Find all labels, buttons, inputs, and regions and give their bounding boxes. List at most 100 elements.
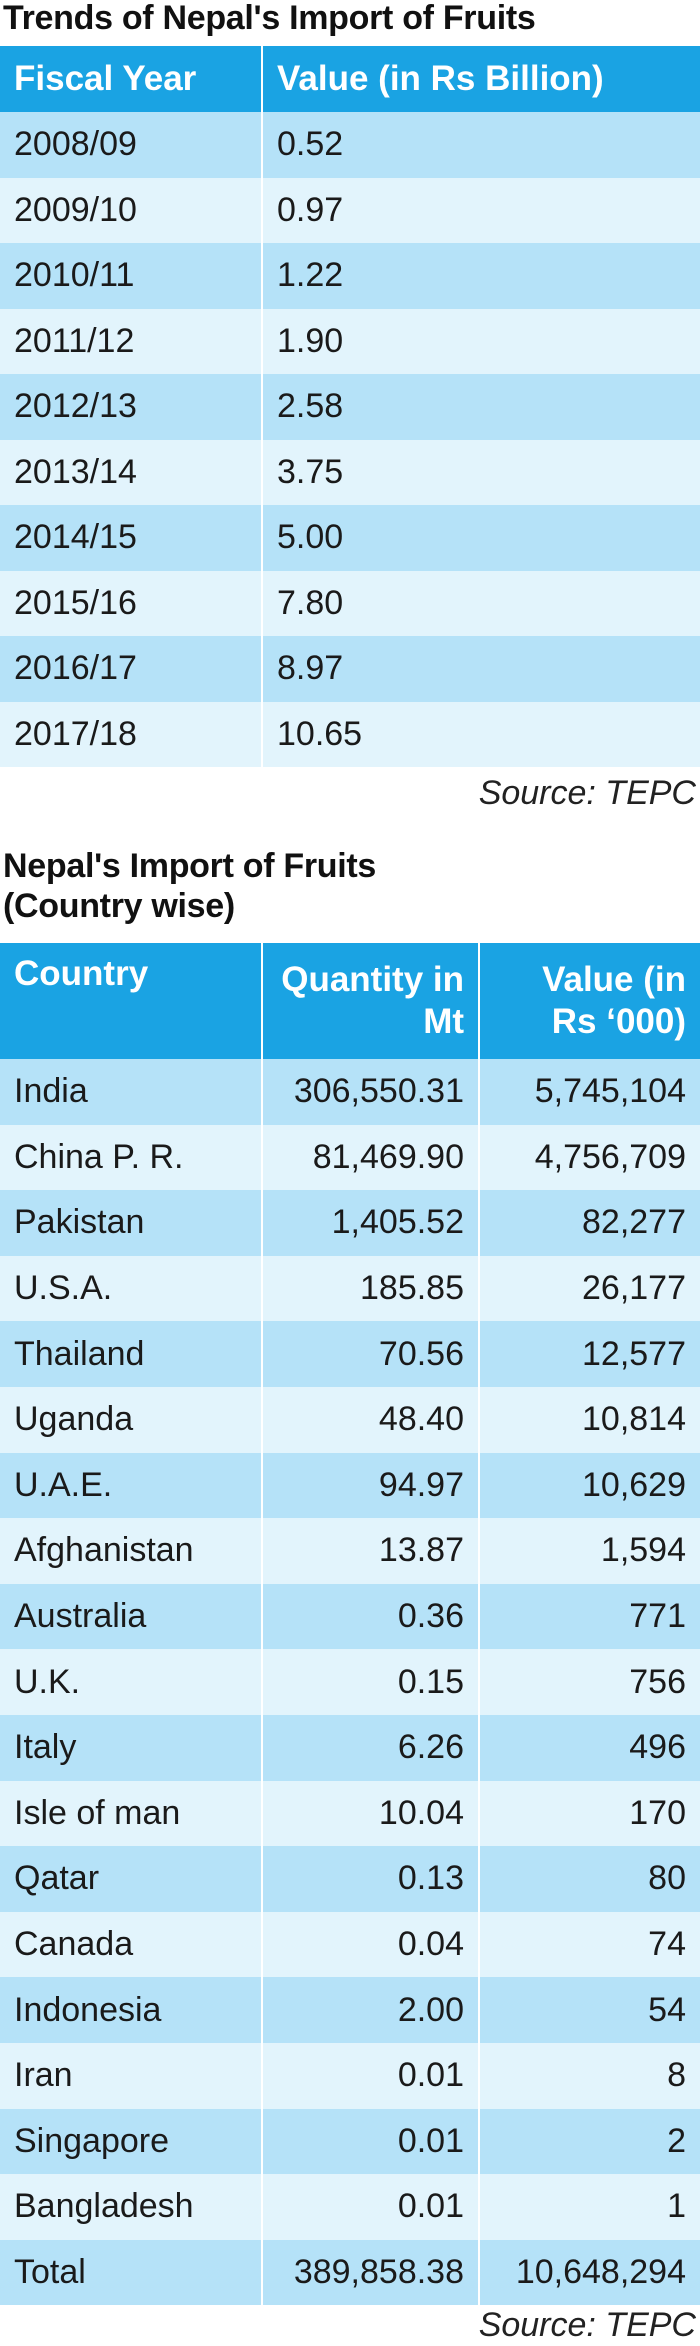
countrywise-table: Country Quantity in Mt Value (in Rs ‘000…: [0, 943, 700, 2306]
table-cell: India: [0, 1059, 263, 1125]
table-row: Italy 6.26 496: [0, 1714, 700, 1781]
table-cell: 3.75: [262, 439, 700, 505]
table-row: Bangladesh 0.01 1: [0, 2174, 700, 2240]
table-cell: Total: [0, 2239, 263, 2306]
table-cell: Bangladesh: [0, 2174, 263, 2240]
table-cell: U.K.: [0, 1649, 263, 1715]
table-cell: 48.40: [262, 1386, 480, 1453]
table-cell: 2008/09: [0, 112, 263, 178]
trends-table-title: Trends of Nepal's Import of Fruits: [3, 0, 536, 37]
table-cell: 1,405.52: [262, 1190, 480, 1256]
table-cell: 0.01: [262, 2042, 480, 2109]
table-cell: 10.04: [262, 1780, 480, 1847]
table-cell: 389,858.38: [262, 2239, 480, 2306]
table-cell: 306,550.31: [262, 1059, 480, 1125]
column-header-value: Value (in Rs Billion): [262, 46, 700, 112]
table-cell: 10,629: [479, 1452, 700, 1519]
table-cell: 2010/11: [0, 243, 263, 309]
table-cell: 0.97: [262, 177, 700, 243]
table-cell: Indonesia: [0, 1977, 263, 2043]
table-cell: 2014/15: [0, 505, 263, 571]
table-row: 2013/14 3.75: [0, 439, 700, 505]
table-header-row: Fiscal Year Value (in Rs Billion): [0, 46, 700, 112]
table-cell: 5.00: [262, 505, 700, 571]
table-cell: 2.00: [262, 1977, 480, 2043]
table-row: 2008/09 0.52: [0, 112, 700, 178]
trends-table: Fiscal Year Value (in Rs Billion) 2008/0…: [0, 46, 700, 767]
table-cell: 2.58: [262, 374, 700, 440]
table-cell: Italy: [0, 1714, 263, 1781]
table-row: Indonesia 2.00 54: [0, 1977, 700, 2043]
table-cell: Singapore: [0, 2108, 263, 2175]
table-cell: 0.01: [262, 2108, 480, 2175]
column-header-quantity: Quantity in Mt: [262, 943, 480, 1059]
table-cell: Qatar: [0, 1846, 263, 1912]
table-cell: 10,648,294: [479, 2239, 700, 2306]
table-cell: 756: [479, 1649, 700, 1715]
column-header-value: Value (in Rs ‘000): [479, 943, 700, 1059]
table-cell: 1,594: [479, 1518, 700, 1584]
table-cell: 12,577: [479, 1321, 700, 1387]
table-cell: 10.65: [262, 701, 700, 767]
table-cell: 2009/10: [0, 177, 263, 243]
table-cell: Pakistan: [0, 1190, 263, 1256]
table-row: Australia 0.36 771: [0, 1583, 700, 1650]
table-cell: 81,469.90: [262, 1124, 480, 1191]
table-cell: 94.97: [262, 1452, 480, 1519]
table-cell: 2016/17: [0, 636, 263, 702]
trends-source-note: Source: TEPC: [478, 774, 696, 812]
table-row: 2014/15 5.00: [0, 505, 700, 571]
table-cell: Iran: [0, 2042, 263, 2109]
table-cell: China P. R.: [0, 1124, 263, 1191]
table-cell: Isle of man: [0, 1780, 263, 1847]
table-row: 2012/13 2.58: [0, 374, 700, 440]
table-cell: 70.56: [262, 1321, 480, 1387]
table-cell: 496: [479, 1714, 700, 1781]
column-header-country: Country: [0, 943, 263, 1059]
table-row: Uganda 48.40 10,814: [0, 1386, 700, 1453]
table-cell: Uganda: [0, 1386, 263, 1453]
table-row: U.K. 0.15 756: [0, 1649, 700, 1715]
table-row: 2011/12 1.90: [0, 308, 700, 374]
countrywise-table-title: Nepal's Import of Fruits (Country wise): [3, 846, 376, 926]
title-line-1: Nepal's Import of Fruits: [3, 847, 377, 885]
table-cell: 74: [479, 1911, 700, 1978]
table-row: Isle of man 10.04 170: [0, 1780, 700, 1847]
table-cell: U.A.E.: [0, 1452, 263, 1519]
table-row: U.A.E. 94.97 10,629: [0, 1452, 700, 1519]
table-cell: 0.36: [262, 1583, 480, 1650]
table-cell: 0.15: [262, 1649, 480, 1715]
table-cell: 185.85: [262, 1255, 480, 1322]
table-row: India 306,550.31 5,745,104: [0, 1059, 700, 1125]
table-cell: 26,177: [479, 1255, 700, 1322]
table-cell: 170: [479, 1780, 700, 1847]
table-row: Canada 0.04 74: [0, 1911, 700, 1978]
table-cell: 7.80: [262, 570, 700, 636]
table-row: U.S.A. 185.85 26,177: [0, 1255, 700, 1322]
table-cell: 771: [479, 1583, 700, 1650]
column-header-fiscal-year: Fiscal Year: [0, 46, 263, 112]
table-cell: 54: [479, 1977, 700, 2043]
table-row: Iran 0.01 8: [0, 2042, 700, 2109]
table-row: China P. R. 81,469.90 4,756,709: [0, 1124, 700, 1191]
table-cell: Afghanistan: [0, 1518, 263, 1584]
table-cell: Canada: [0, 1911, 263, 1978]
table-cell: U.S.A.: [0, 1255, 263, 1322]
table-row: Total 389,858.38 10,648,294: [0, 2239, 700, 2306]
table-row: 2016/17 8.97: [0, 636, 700, 702]
table-cell: 13.87: [262, 1518, 480, 1584]
table-row: 2010/11 1.22: [0, 243, 700, 309]
table-row: 2009/10 0.97: [0, 177, 700, 243]
table-cell: 8: [479, 2042, 700, 2109]
table-row: 2017/18 10.65: [0, 701, 700, 767]
table-cell: 10,814: [479, 1386, 700, 1453]
title-line-2: (Country wise): [3, 887, 235, 925]
table-row: Afghanistan 13.87 1,594: [0, 1518, 700, 1584]
table-cell: 8.97: [262, 636, 700, 702]
table-cell: Thailand: [0, 1321, 263, 1387]
table-row: 2015/16 7.80: [0, 570, 700, 636]
table-cell: 2015/16: [0, 570, 263, 636]
table-cell: 6.26: [262, 1714, 480, 1781]
table-cell: 2011/12: [0, 308, 263, 374]
table-row: Pakistan 1,405.52 82,277: [0, 1190, 700, 1256]
